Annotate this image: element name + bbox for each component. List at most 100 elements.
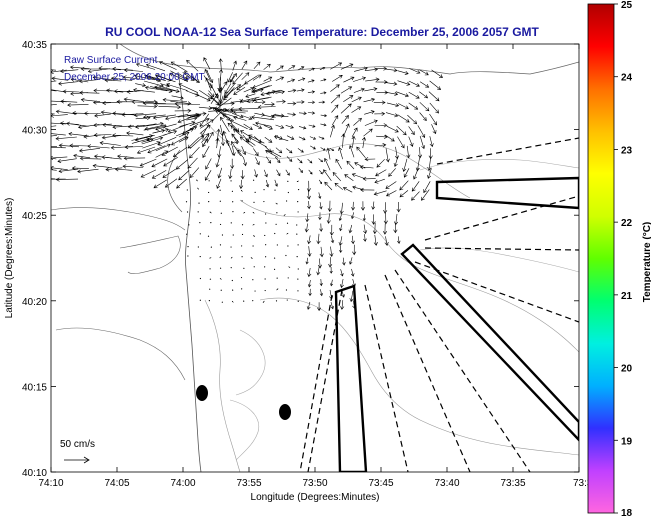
current-vector bbox=[252, 80, 272, 89]
current-vector bbox=[350, 268, 355, 277]
current-vector bbox=[208, 201, 210, 203]
current-vector bbox=[329, 266, 333, 274]
current-vector bbox=[153, 179, 167, 189]
current-vector bbox=[386, 125, 399, 133]
current-vector bbox=[375, 79, 388, 85]
current-vector bbox=[152, 114, 177, 120]
current-vector bbox=[346, 160, 355, 170]
current-vector bbox=[51, 155, 68, 160]
current-vector bbox=[296, 100, 305, 104]
radar-beam-outlines bbox=[334, 176, 579, 472]
current-vector bbox=[241, 145, 247, 156]
current-vector bbox=[155, 150, 169, 158]
current-vector bbox=[231, 133, 240, 143]
current-vector bbox=[51, 76, 69, 81]
current-vector bbox=[185, 201, 188, 203]
current-vector bbox=[219, 244, 222, 246]
current-vector bbox=[203, 75, 213, 89]
current-vector bbox=[397, 114, 410, 123]
current-vector bbox=[204, 170, 212, 181]
current-vector bbox=[307, 235, 312, 245]
current-vector bbox=[62, 89, 80, 94]
current-vector bbox=[233, 87, 246, 95]
current-vector bbox=[58, 81, 79, 86]
current-vector bbox=[240, 130, 250, 137]
current-vector bbox=[429, 80, 442, 90]
current-vector bbox=[349, 145, 355, 158]
current-vector bbox=[175, 128, 194, 137]
current-vector bbox=[297, 278, 299, 280]
current-vector bbox=[411, 181, 420, 192]
colorbar-tick-label: 24 bbox=[621, 73, 633, 84]
colorbar bbox=[587, 3, 615, 514]
current-vector bbox=[373, 190, 387, 196]
current-vector bbox=[187, 157, 198, 169]
current-vector bbox=[205, 158, 212, 170]
current-vector bbox=[143, 124, 167, 131]
current-vector bbox=[264, 114, 275, 119]
current-vector bbox=[155, 143, 171, 152]
current-vector bbox=[323, 169, 332, 181]
current-vector bbox=[92, 100, 111, 105]
current-vector bbox=[93, 133, 112, 138]
current-vector bbox=[67, 102, 89, 108]
current-vector bbox=[297, 77, 306, 82]
current-vector bbox=[187, 246, 189, 248]
current-vector bbox=[186, 189, 188, 191]
y-axis-ticks: 40:35 40:30 40:25 40:20 40:15 40:10 bbox=[22, 40, 579, 479]
current-vector bbox=[178, 83, 199, 93]
current-vector bbox=[275, 300, 278, 302]
current-vector bbox=[164, 178, 178, 188]
current-vectors bbox=[51, 57, 443, 312]
current-vector bbox=[318, 158, 324, 163]
current-vector bbox=[252, 279, 254, 281]
x-tick-label: 73:3 bbox=[573, 478, 593, 489]
current-vector bbox=[248, 136, 267, 148]
current-vector bbox=[264, 137, 273, 143]
current-vector bbox=[353, 87, 365, 93]
current-vector bbox=[310, 145, 316, 150]
current-vector bbox=[319, 246, 324, 258]
current-vector bbox=[201, 133, 210, 143]
current-vector bbox=[330, 62, 343, 70]
current-vector bbox=[99, 141, 121, 146]
current-vector bbox=[373, 234, 378, 246]
current-vector bbox=[206, 131, 214, 144]
current-vector bbox=[243, 300, 245, 302]
current-vector bbox=[275, 76, 285, 81]
current-vector bbox=[352, 244, 357, 256]
current-vector bbox=[142, 141, 161, 149]
current-vector bbox=[398, 103, 409, 110]
current-vector bbox=[245, 138, 256, 146]
current-vector bbox=[194, 93, 211, 102]
current-vector bbox=[208, 191, 210, 194]
current-vector bbox=[51, 122, 67, 125]
map-content bbox=[51, 44, 579, 472]
current-vector bbox=[198, 202, 200, 204]
current-vector bbox=[351, 235, 355, 245]
current-vector bbox=[262, 300, 265, 303]
current-vector bbox=[271, 113, 289, 118]
y-tick-label: 40:15 bbox=[22, 382, 47, 393]
current-vector bbox=[297, 200, 299, 203]
current-vector bbox=[252, 245, 254, 247]
current-vector bbox=[254, 100, 266, 105]
current-vector bbox=[92, 75, 113, 81]
y-tick-label: 40:20 bbox=[22, 297, 47, 308]
current-vector bbox=[307, 111, 316, 115]
current-vector bbox=[237, 149, 244, 158]
current-vector bbox=[207, 235, 210, 237]
current-vector bbox=[374, 143, 387, 148]
current-vector bbox=[197, 187, 199, 190]
current-vector bbox=[240, 170, 245, 180]
current-vector bbox=[307, 158, 313, 164]
current-vector bbox=[298, 136, 306, 141]
current-vector bbox=[51, 125, 57, 127]
x-tick-label: 74:00 bbox=[170, 478, 195, 489]
current-vector bbox=[298, 111, 307, 116]
current-vector bbox=[231, 123, 240, 133]
current-vector bbox=[341, 133, 346, 148]
current-vector bbox=[371, 201, 376, 210]
current-vector bbox=[253, 266, 255, 268]
current-vector bbox=[309, 136, 317, 140]
